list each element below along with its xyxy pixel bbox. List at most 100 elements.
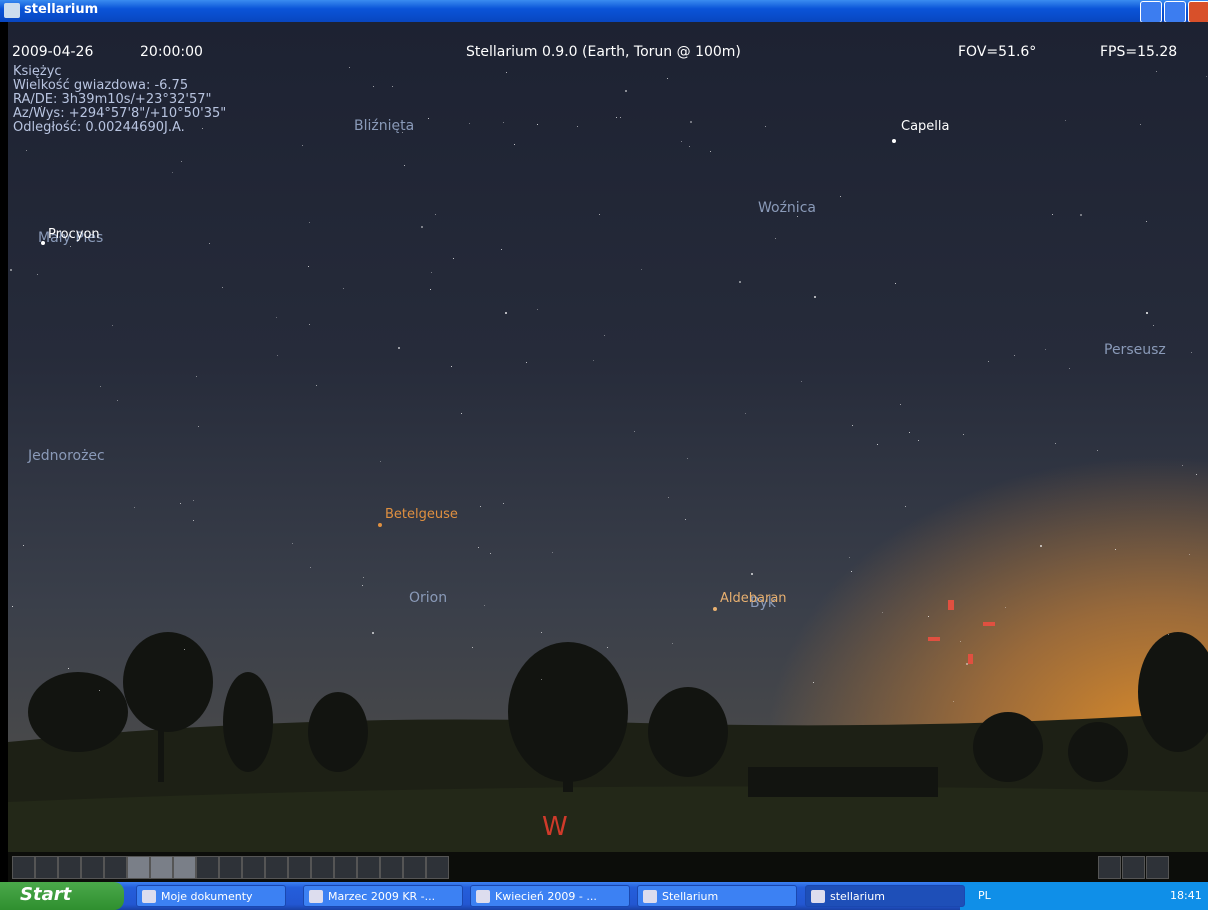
minimize-button[interactable] <box>1140 1 1162 23</box>
star-dot <box>552 551 554 553</box>
star-dot <box>966 662 969 665</box>
star-dot <box>1155 71 1157 73</box>
star-dot <box>801 381 803 383</box>
star-dot <box>684 518 686 520</box>
star-dot <box>379 460 381 462</box>
toolbar-button[interactable] <box>196 856 219 879</box>
star-dot <box>1054 442 1056 444</box>
star-dot <box>477 547 479 549</box>
star-dot <box>307 266 309 268</box>
star-marker <box>713 607 717 611</box>
object-info-line: Księżyc <box>13 64 62 79</box>
star-dot <box>193 519 195 521</box>
star-dot <box>904 506 906 508</box>
star-dot <box>899 404 901 406</box>
toolbar-button[interactable] <box>334 856 357 879</box>
taskbar-item[interactable]: Moje dokumenty <box>136 885 286 907</box>
taskbar-item[interactable]: Stellarium <box>637 885 797 907</box>
star-dot <box>401 132 403 134</box>
star-dot <box>483 605 485 607</box>
toolbar-button[interactable] <box>127 856 150 879</box>
star-dot <box>625 89 628 92</box>
toolbar-button[interactable] <box>357 856 380 879</box>
star-marker <box>892 139 896 143</box>
star-dot <box>372 632 375 635</box>
star-dot <box>502 502 504 504</box>
star-label[interactable]: Aldebaran <box>720 591 787 606</box>
star-dot <box>469 122 471 124</box>
star-dot <box>598 214 600 216</box>
sky-view[interactable]: 2009-04-26 20:00:00 Stellarium 0.9.0 (Ea… <box>8 22 1208 852</box>
star-dot <box>1044 349 1046 351</box>
toolbar-button[interactable] <box>150 856 173 879</box>
toolbar-button[interactable] <box>242 856 265 879</box>
star-dot <box>1040 545 1043 548</box>
star-dot <box>1168 634 1170 635</box>
constellation-label: Byk <box>750 595 776 611</box>
time: 20:00:00 <box>140 44 203 60</box>
star-dot <box>208 243 210 245</box>
toolbar-button[interactable] <box>380 856 403 879</box>
star-dot <box>99 386 101 388</box>
star-label[interactable]: Capella <box>901 119 950 134</box>
toolbar-button[interactable] <box>1122 856 1145 879</box>
language[interactable]: PL <box>978 889 991 902</box>
toolbar-button[interactable] <box>403 856 426 879</box>
taskbar-label: Marzec 2009 KR -... <box>328 890 436 903</box>
toolbar-button[interactable] <box>219 856 242 879</box>
toolbar-button[interactable] <box>104 856 127 879</box>
toolbar-button[interactable] <box>311 856 334 879</box>
star-dot <box>1152 325 1154 327</box>
star-dot <box>690 121 693 124</box>
star-dot <box>852 424 854 426</box>
object-info-line: RA/DE: 3h39m10s/+23°32'57" <box>13 92 212 107</box>
toolbar-button[interactable] <box>265 856 288 879</box>
star-dot <box>348 67 350 69</box>
taskbar-item[interactable]: stellarium <box>805 885 965 907</box>
toolbar-button[interactable] <box>1146 856 1169 879</box>
star-dot <box>1190 352 1192 354</box>
taskbar-label: stellarium <box>830 890 885 903</box>
toolbar-button[interactable] <box>12 856 35 879</box>
star-dot <box>308 324 310 326</box>
toolbar-button[interactable] <box>426 856 449 879</box>
star-dot <box>308 222 310 224</box>
star-dot <box>309 567 311 569</box>
star-dot <box>686 458 688 460</box>
star-dot <box>1114 549 1116 551</box>
star-dot <box>1068 368 1070 370</box>
fps: FPS=15.28 <box>1100 44 1178 60</box>
toolbar-button[interactable] <box>35 856 58 879</box>
star-label[interactable]: Procyon <box>48 227 100 242</box>
star-dot <box>668 496 670 498</box>
toolbar-button[interactable] <box>288 856 311 879</box>
clock: 18:41 <box>1170 889 1202 902</box>
star-dot <box>397 347 400 350</box>
toolbar <box>8 852 1208 882</box>
star-dot <box>1145 311 1148 314</box>
taskbar-item[interactable]: Kwiecień 2009 - ... <box>470 885 630 907</box>
star-dot <box>540 631 542 633</box>
toolbar-button[interactable] <box>1098 856 1121 879</box>
star-dot <box>23 544 25 546</box>
star-dot <box>505 72 507 74</box>
toolbar-button[interactable] <box>81 856 104 879</box>
star-dot <box>576 126 578 128</box>
star-dot <box>11 605 13 607</box>
star-dot <box>505 312 507 315</box>
location: Stellarium 0.9.0 (Earth, Torun @ 100m) <box>466 44 741 60</box>
start-button[interactable]: Start <box>0 882 124 910</box>
star-dot <box>471 646 473 648</box>
cardinal-point: W <box>542 812 568 842</box>
star-dot <box>849 557 850 559</box>
maximize-button[interactable] <box>1164 1 1186 23</box>
star-label[interactable]: Betelgeuse <box>385 507 458 522</box>
star-dot <box>183 649 185 651</box>
taskbar-icon <box>309 890 323 903</box>
close-button[interactable] <box>1188 1 1208 23</box>
star-dot <box>918 439 920 441</box>
toolbar-button[interactable] <box>173 856 196 879</box>
star-dot <box>302 145 304 147</box>
taskbar-item[interactable]: Marzec 2009 KR -... <box>303 885 463 907</box>
toolbar-button[interactable] <box>58 856 81 879</box>
